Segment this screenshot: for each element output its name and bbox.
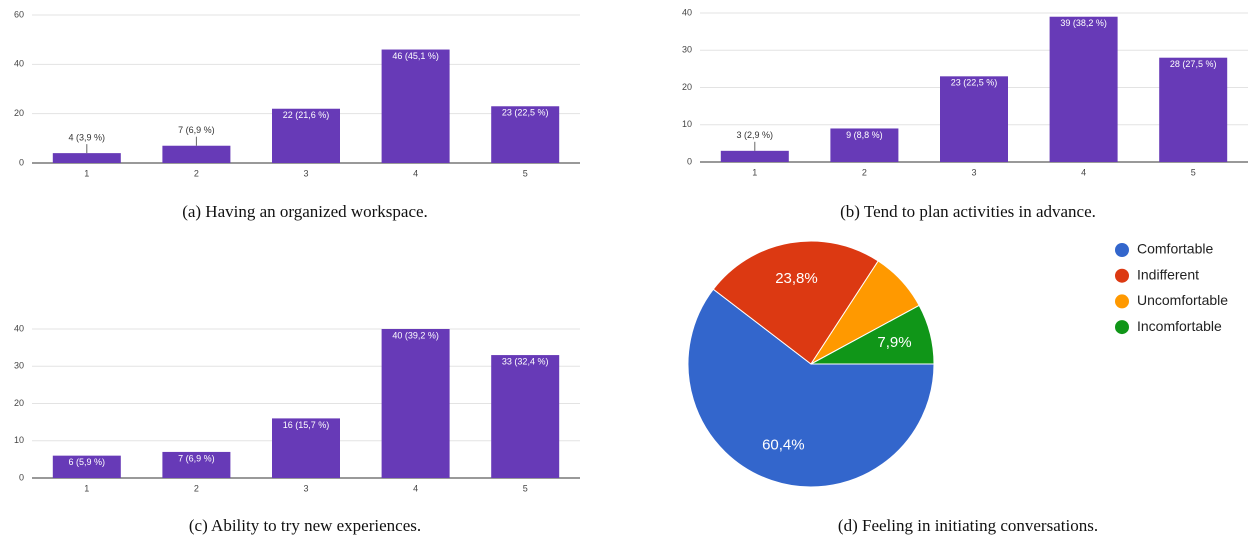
x-tick-label: 3 xyxy=(303,168,308,178)
legend-swatch xyxy=(1115,294,1129,309)
slice-label: 60,4% xyxy=(762,437,805,454)
slice-label: 7,9% xyxy=(877,334,911,351)
data-label: 46 (45,1 %) xyxy=(392,51,439,61)
data-label: 39 (38,2 %) xyxy=(1060,18,1107,28)
bar xyxy=(52,455,121,478)
x-tick-label: 5 xyxy=(1191,167,1196,177)
bar xyxy=(1159,57,1228,163)
bar xyxy=(162,451,231,478)
legend-label: Indifferent xyxy=(1137,266,1199,282)
y-tick-label: 10 xyxy=(682,119,692,129)
caption: (d) Feeling in initiating conversations. xyxy=(838,516,1098,535)
y-tick-label: 20 xyxy=(14,398,24,408)
y-tick-label: 10 xyxy=(14,435,24,445)
x-tick-label: 1 xyxy=(84,483,89,493)
x-tick-label: 4 xyxy=(413,168,418,178)
data-label: 23 (22,5 %) xyxy=(502,108,549,118)
legend-swatch xyxy=(1115,243,1129,257)
data-label: 3 (2,9 %) xyxy=(737,130,774,140)
x-tick-label: 5 xyxy=(523,168,528,178)
bar xyxy=(381,49,450,163)
bar xyxy=(491,355,560,478)
bar xyxy=(52,153,121,163)
x-tick-label: 1 xyxy=(84,168,89,178)
pie-slice xyxy=(810,304,935,365)
caption: (b) Tend to plan activities in advance. xyxy=(840,202,1096,221)
y-tick-label: 0 xyxy=(19,472,24,482)
data-label: 7 (6,9 %) xyxy=(178,125,215,135)
x-tick-label: 2 xyxy=(194,168,199,178)
x-tick-label: 4 xyxy=(1081,167,1086,177)
pie-slice xyxy=(712,240,879,365)
x-tick-label: 3 xyxy=(303,483,308,493)
bar xyxy=(272,108,340,163)
data-label: 9 (8,8 %) xyxy=(846,130,883,140)
caption: (a) Having an organized workspace. xyxy=(182,202,428,221)
bar xyxy=(162,145,231,163)
y-tick-label: 0 xyxy=(19,157,24,167)
slice-label: 23,8% xyxy=(775,270,818,287)
legend-swatch xyxy=(1115,320,1129,335)
bar xyxy=(940,76,1008,162)
y-tick-label: 60 xyxy=(14,9,24,19)
x-tick-label: 1 xyxy=(752,167,757,177)
data-label: 40 (39,2 %) xyxy=(392,330,439,340)
data-label: 23 (22,5 %) xyxy=(951,78,998,88)
legend-swatch xyxy=(1115,268,1129,283)
x-tick-label: 2 xyxy=(194,483,199,493)
bar xyxy=(272,418,340,478)
x-tick-label: 2 xyxy=(862,167,867,177)
caption: (c) Ability to try new experiences. xyxy=(189,516,421,535)
data-label: 16 (15,7 %) xyxy=(283,420,330,430)
data-label: 7 (6,9 %) xyxy=(178,453,215,463)
data-label: 4 (3,9 %) xyxy=(69,133,106,143)
legend-label: Incomfortable xyxy=(1137,318,1222,334)
legend-label: Uncomfortable xyxy=(1137,292,1228,308)
pie-slice xyxy=(687,288,935,488)
y-tick-label: 20 xyxy=(14,108,24,118)
x-tick-label: 3 xyxy=(971,167,976,177)
y-tick-label: 20 xyxy=(682,82,692,92)
bar xyxy=(720,150,789,162)
y-tick-label: 40 xyxy=(14,59,24,69)
legend-label: Comfortable xyxy=(1137,241,1213,257)
y-tick-label: 0 xyxy=(687,156,692,166)
x-tick-label: 5 xyxy=(523,483,528,493)
bar xyxy=(491,106,560,163)
y-tick-label: 40 xyxy=(682,7,692,17)
bar xyxy=(1049,16,1118,162)
y-tick-label: 30 xyxy=(682,45,692,55)
data-label: 6 (5,9 %) xyxy=(69,457,106,467)
y-tick-label: 40 xyxy=(14,323,24,333)
x-tick-label: 4 xyxy=(413,483,418,493)
bar xyxy=(381,329,450,478)
data-label: 22 (21,6 %) xyxy=(283,110,330,120)
data-label: 28 (27,5 %) xyxy=(1170,59,1217,69)
data-label: 33 (32,4 %) xyxy=(502,356,549,366)
bar xyxy=(830,128,899,162)
y-tick-label: 30 xyxy=(14,361,24,371)
